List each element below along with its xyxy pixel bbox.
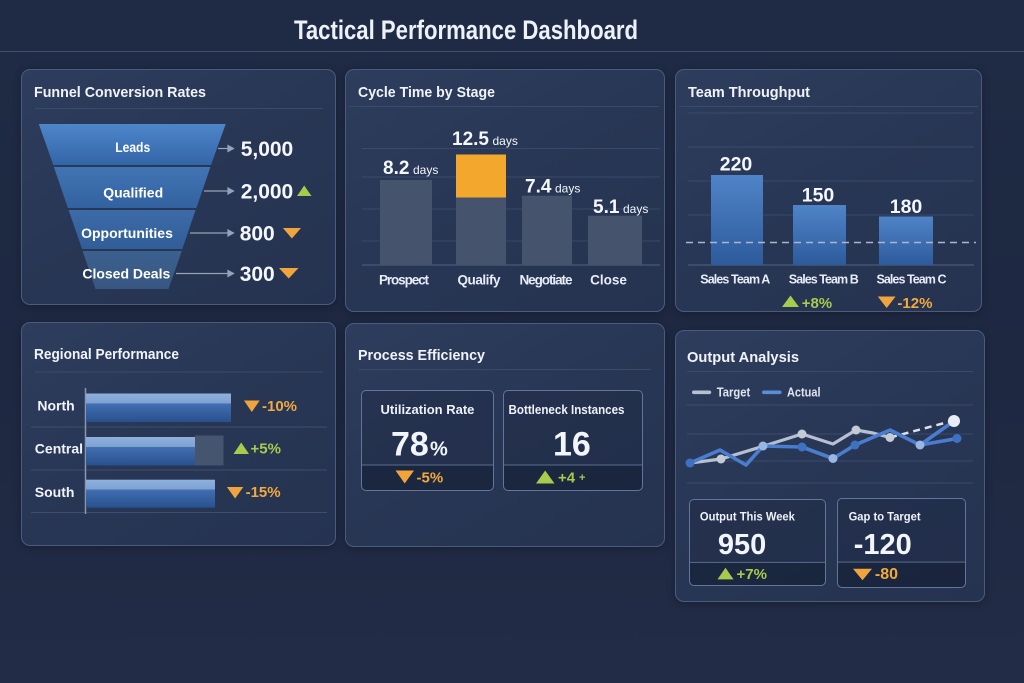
svg-text:Output This Week: Output This Week: [700, 510, 795, 524]
svg-text:+4: +4: [558, 470, 576, 487]
svg-text:Close: Close: [590, 273, 627, 288]
svg-text:12.5: 12.5: [452, 129, 489, 150]
svg-text:2,000: 2,000: [241, 181, 294, 204]
svg-text:days: days: [623, 202, 648, 216]
svg-text:North: North: [37, 398, 74, 414]
svg-text:Leads: Leads: [115, 139, 150, 155]
svg-text:South: South: [35, 484, 75, 500]
svg-text:Prospect: Prospect: [379, 273, 430, 288]
svg-text:Gap to Target: Gap to Target: [849, 510, 921, 524]
svg-text:Central: Central: [35, 441, 83, 457]
svg-text:180: 180: [890, 196, 923, 218]
svg-text:220: 220: [720, 154, 753, 176]
svg-text:+7%: +7%: [737, 566, 767, 583]
svg-text:78: 78: [391, 426, 429, 464]
svg-text:+: +: [579, 472, 585, 484]
svg-text:950: 950: [718, 529, 766, 561]
svg-text:-12%: -12%: [897, 295, 932, 311]
svg-text:Funnel Conversion Rates: Funnel Conversion Rates: [34, 84, 206, 101]
svg-text:Target: Target: [717, 386, 751, 400]
svg-text:Sales Team B: Sales Team B: [789, 273, 859, 287]
svg-text:Qualified: Qualified: [103, 185, 163, 201]
svg-text:days: days: [493, 134, 518, 148]
svg-text:days: days: [413, 163, 438, 177]
svg-text:-120: -120: [854, 529, 912, 561]
svg-text:+5%: +5%: [251, 441, 281, 458]
svg-text:Utilization Rate: Utilization Rate: [381, 402, 475, 417]
svg-text:Regional Performance: Regional Performance: [34, 346, 179, 363]
svg-text:Negotiate: Negotiate: [520, 273, 573, 288]
svg-text:5.1: 5.1: [593, 197, 620, 218]
svg-text:8.2: 8.2: [383, 158, 409, 179]
svg-text:Sales Team A: Sales Team A: [700, 273, 770, 287]
svg-text:-5%: -5%: [417, 470, 444, 487]
svg-text:Output Analysis: Output Analysis: [687, 349, 799, 366]
svg-text:Cycle Time by Stage: Cycle Time by Stage: [358, 84, 495, 101]
svg-text:days: days: [555, 182, 580, 196]
svg-text:7.4: 7.4: [525, 177, 552, 198]
svg-text:Opportunities: Opportunities: [81, 225, 173, 241]
svg-text:Bottleneck Instances: Bottleneck Instances: [509, 403, 625, 417]
svg-text:-15%: -15%: [246, 484, 281, 501]
svg-text:Closed Deals: Closed Deals: [82, 266, 170, 282]
svg-text:-10%: -10%: [262, 398, 297, 415]
svg-text:%: %: [430, 439, 448, 461]
svg-text:300: 300: [240, 263, 275, 286]
svg-text:Sales Team C: Sales Team C: [877, 273, 947, 287]
svg-text:16: 16: [553, 426, 591, 464]
svg-text:+8%: +8%: [802, 295, 832, 311]
svg-text:-80: -80: [875, 566, 898, 583]
svg-text:Qualify: Qualify: [458, 273, 501, 288]
svg-text:150: 150: [802, 185, 835, 207]
svg-text:Actual: Actual: [787, 386, 821, 400]
svg-text:Process Efficiency: Process Efficiency: [358, 347, 486, 364]
svg-text:800: 800: [240, 223, 275, 246]
svg-text:5,000: 5,000: [241, 138, 294, 161]
svg-text:Team Throughput: Team Throughput: [688, 84, 810, 101]
